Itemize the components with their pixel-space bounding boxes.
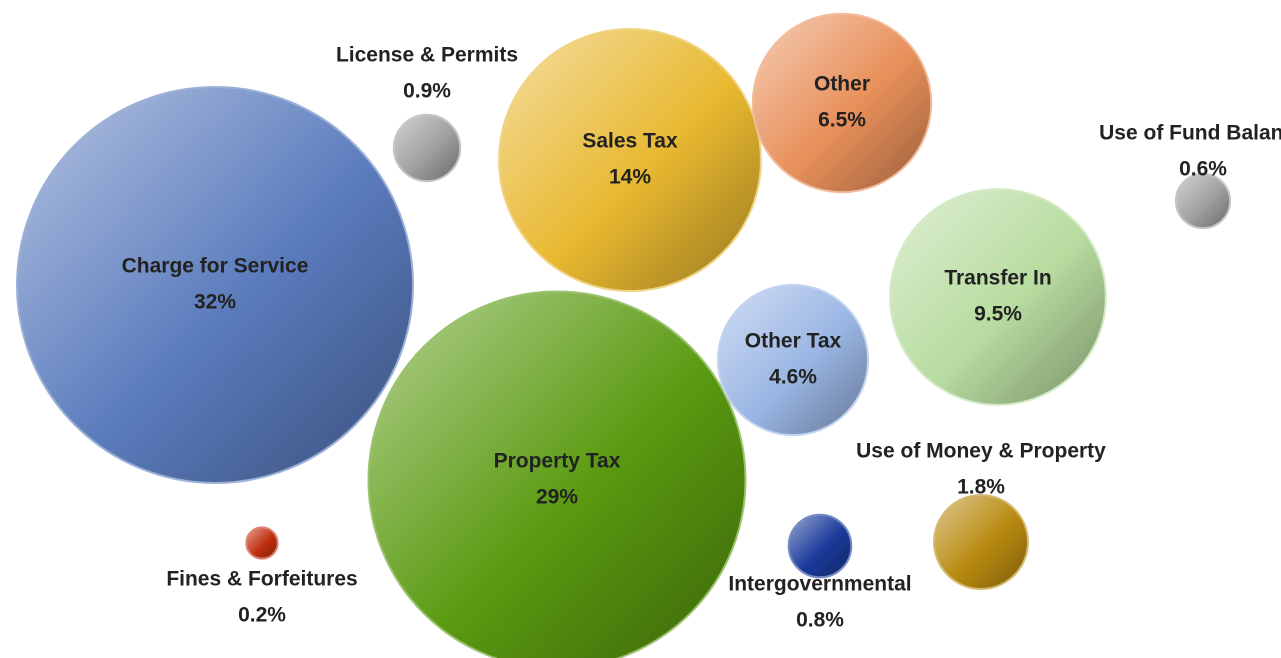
- bubble-label: Other: [814, 73, 870, 96]
- bubble: [245, 526, 279, 560]
- bubble-label: Use of Fund Balance: [1099, 122, 1281, 145]
- value-label: 29%: [536, 486, 578, 509]
- bubble: [498, 28, 762, 292]
- value-label: 4.6%: [769, 366, 817, 389]
- bubble: [16, 86, 414, 484]
- value-label: 14%: [609, 166, 651, 189]
- bubble: [716, 283, 870, 437]
- value-label: 32%: [194, 291, 236, 314]
- bubble-label: Fines & Forfeitures: [166, 568, 357, 591]
- bubble: [933, 494, 1029, 590]
- bubble: [889, 188, 1107, 406]
- bubble-label: Intergovernmental: [728, 573, 911, 596]
- value-label: 0.2%: [238, 604, 286, 627]
- bubble: [1174, 172, 1232, 230]
- bubble-label: Property Tax: [494, 450, 621, 473]
- value-label: 0.9%: [403, 80, 451, 103]
- bubble: [392, 113, 462, 183]
- value-label: 6.5%: [818, 109, 866, 132]
- bubble-label: Other Tax: [745, 330, 842, 353]
- bubble: [367, 290, 747, 658]
- bubble-label: Charge for Service: [122, 255, 309, 278]
- bubble: [787, 513, 853, 579]
- bubble-label: Sales Tax: [582, 130, 678, 153]
- value-label: 0.6%: [1179, 158, 1227, 181]
- bubble: [751, 12, 933, 194]
- bubble-label: Transfer In: [944, 267, 1051, 290]
- value-label: 1.8%: [957, 476, 1005, 499]
- bubble-label: License & Permits: [336, 44, 518, 67]
- value-label: 0.8%: [796, 609, 844, 632]
- value-label: 9.5%: [974, 303, 1022, 326]
- bubble-label: Use of Money & Property: [856, 440, 1106, 463]
